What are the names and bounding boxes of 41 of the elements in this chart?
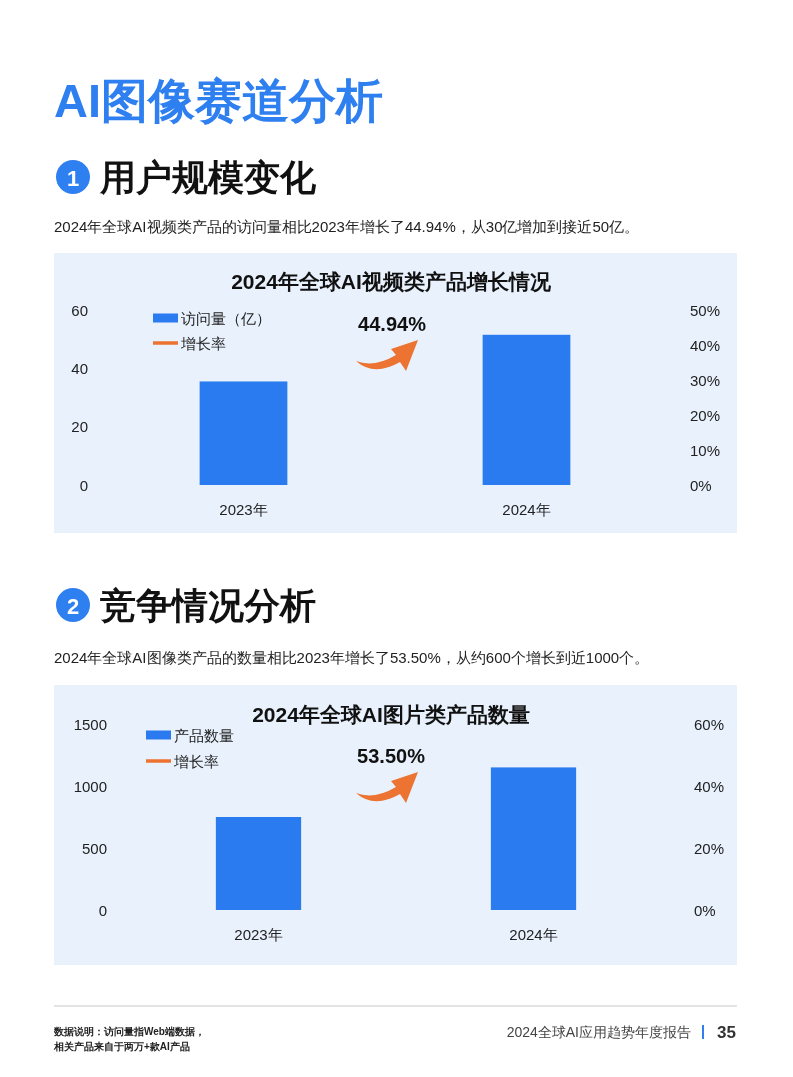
annotation: 44.94% [358,313,427,335]
y-tick-label: 1500 [73,715,107,733]
y2-tick-label: 60% [694,715,725,733]
y-tick-label: 0 [98,901,107,919]
y2-tick-label: 40% [690,336,721,354]
x-tick-label: 2023年 [219,500,268,518]
text: 2024全球AI应用趋势年度报告 [506,1024,691,1040]
text: 2024年全球AI图像类产品的数量相比2023年增长了53.50%，从约600个增长到近1000个。 [54,648,650,666]
y-tick-label: 60 [71,301,88,319]
x-tick-label: 2024年 [502,500,551,518]
text: AI图像赛道分析 [54,73,383,127]
text: 相关产品来自于两万+款AI产品 [53,1040,190,1052]
text: 1 [66,165,80,191]
y2-tick-label: 20% [694,839,725,857]
legend-label: 增长率 [180,334,226,352]
text: 用户规模变化 [99,156,317,198]
y2-tick-label: 30% [690,371,721,389]
legend-label: 访问量（亿） [181,309,271,327]
y2-tick-label: 0% [694,901,716,919]
x-tick-label: 2023年 [234,925,283,943]
text: 竞争情况分析 [100,584,316,626]
y2-tick-label: 0% [690,476,712,494]
y-tick-label: 20 [71,418,88,436]
text: 2 [66,593,80,619]
chart-title: 2024年全球AI图片类产品数量 [252,702,530,726]
y2-tick-label: 40% [694,777,725,795]
y2-tick-label: 50% [690,301,721,319]
legend-label: 增长率 [173,752,219,770]
y2-tick-label: 20% [690,406,721,424]
annotation: 53.50% [357,745,426,767]
text: 数据说明：访问量指Web端数据， [53,1025,205,1037]
text: 2024年全球AI视频类产品的访问量相比2023年增长了44.94%，从30亿增加到接近50亿。 [54,217,640,235]
legend-label: 产品数量 [174,726,234,744]
chart-title: 2024年全球AI视频类产品增长情况 [231,269,552,293]
y-tick-label: 500 [81,839,107,857]
y-tick-label: 1000 [73,777,107,795]
x-tick-label: 2024年 [509,925,558,943]
y2-tick-label: 10% [690,441,721,459]
text: 35 [717,1022,736,1042]
y-tick-label: 0 [79,476,88,494]
y-tick-label: 40 [71,359,88,377]
